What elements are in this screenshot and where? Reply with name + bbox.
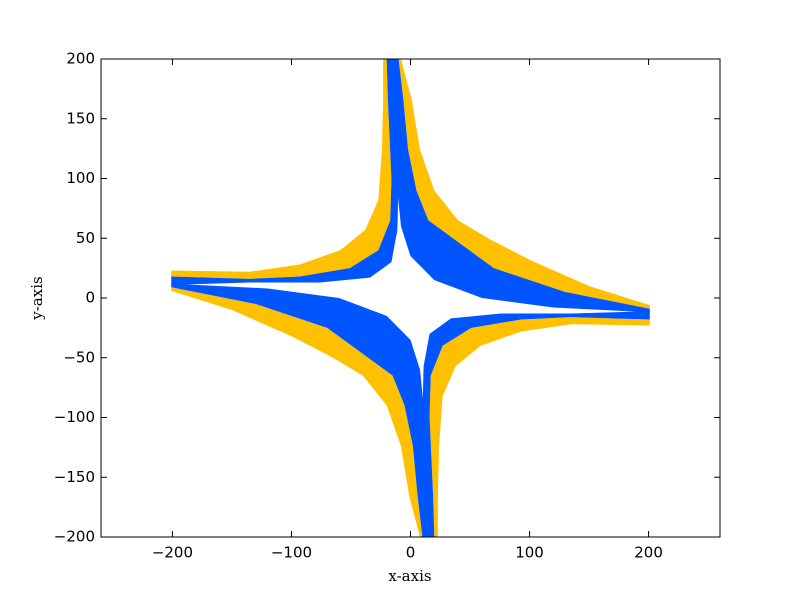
x-tick-label: −200 — [152, 544, 193, 562]
x-tick-label: 100 — [515, 544, 544, 562]
x-tick-label: −100 — [271, 544, 312, 562]
x-tick-label: 0 — [406, 544, 416, 562]
filled-band — [422, 311, 650, 537]
filled-band — [171, 283, 428, 537]
filled-band — [398, 59, 650, 309]
filled-band — [171, 287, 423, 537]
y-axis-label: y-axis — [28, 276, 46, 320]
y-tick-label: 0 — [85, 289, 95, 307]
plot-area — [171, 59, 650, 537]
x-tick-label: 200 — [634, 544, 663, 562]
y-tick-label: −150 — [54, 468, 95, 486]
y-tick-label: 200 — [66, 50, 95, 68]
filled-band — [393, 59, 650, 313]
x-axis-label: x-axis — [388, 567, 431, 585]
y-tick-label: −200 — [54, 528, 95, 546]
y-tick-label: −100 — [54, 408, 95, 426]
filled-band — [171, 59, 399, 285]
y-tick-label: 50 — [76, 229, 95, 247]
y-tick-label: −50 — [63, 348, 95, 366]
y-tick-label: 100 — [66, 169, 95, 187]
y-tick-label: 150 — [66, 109, 95, 127]
